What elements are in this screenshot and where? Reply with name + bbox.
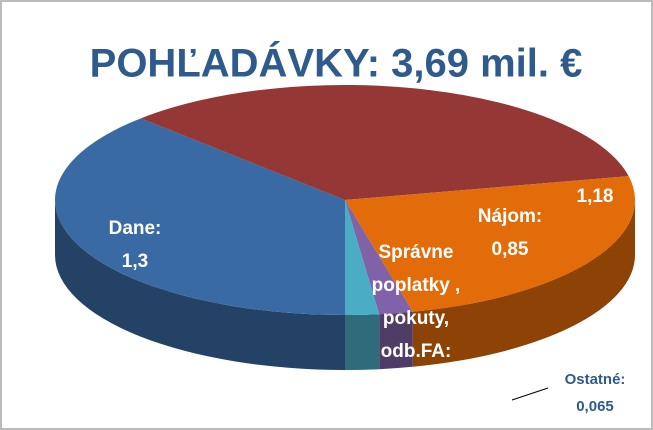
slice xyxy=(345,176,636,312)
slice xyxy=(345,200,413,315)
category-label: Dane: xyxy=(108,218,162,239)
category-label: Správne poplatky , pokuty, odb.FA: xyxy=(371,242,461,362)
slice-label: 1,18 xyxy=(545,180,645,213)
slice-label: Ostatné: 0,065 xyxy=(545,366,645,420)
category-label: Nájom: xyxy=(477,206,543,227)
slice xyxy=(55,118,346,315)
value-label: 1,18 xyxy=(576,186,614,207)
slice-label: Správne poplatky , pokuty, odb.FA: 0,065 xyxy=(360,236,472,401)
slice xyxy=(140,85,629,200)
value-label: 0,85 xyxy=(491,239,529,260)
slice-side xyxy=(379,311,413,370)
slice-side xyxy=(412,200,635,367)
value-label: 0,065 xyxy=(576,398,614,415)
slices xyxy=(55,85,636,315)
slice-side xyxy=(345,314,380,370)
slice-label: Nájom: 0,85 xyxy=(455,200,565,266)
leader-line xyxy=(511,387,549,401)
value-label: 0,065 xyxy=(392,374,440,395)
category-label: Ostatné: xyxy=(564,371,626,388)
value-label: 1,3 xyxy=(121,251,149,272)
slice xyxy=(345,200,380,315)
chart-title: POHĽADÁVKY: 3,69 mil. € xyxy=(90,41,583,86)
sides xyxy=(55,200,635,370)
slice-label: Dane: 1,3 xyxy=(75,212,195,278)
slice-side xyxy=(55,200,345,370)
